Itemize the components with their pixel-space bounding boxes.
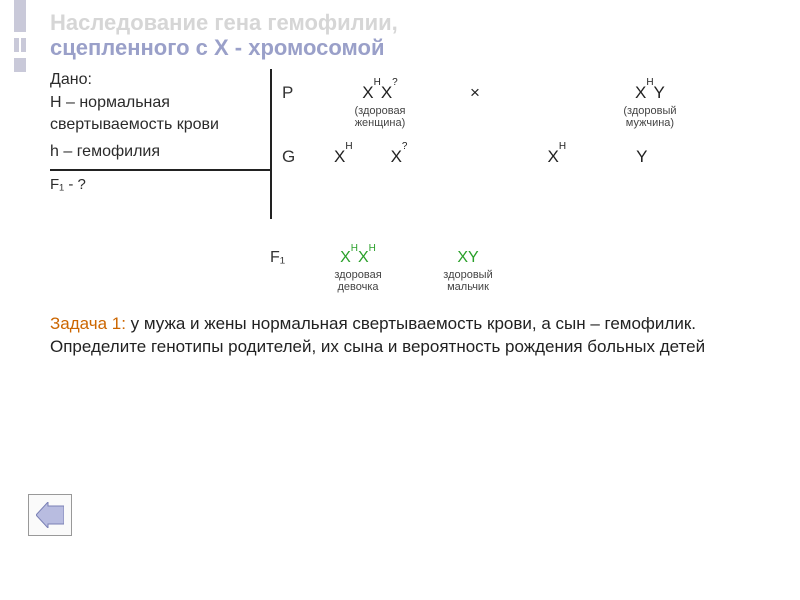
f1-genotype-boy: X Y	[457, 249, 478, 267]
cross-area: P XHX? (здоровая женщина) × XHY (здоровы…	[282, 69, 760, 185]
parental-row: P XHX? (здоровая женщина) × XHY (здоровы…	[282, 83, 760, 129]
g-label: G	[282, 147, 320, 167]
vertical-separator	[270, 69, 272, 219]
title-line2: сцепленного с Х - хромосомой	[50, 35, 385, 60]
task-text: Задача 1: у мужа и жены нормальная сверт…	[50, 313, 730, 359]
given-f1q: F₁ - ?	[50, 175, 270, 195]
task-body: у мужа и жены нормальная свертываемость …	[50, 314, 705, 356]
slide-content: Наследование гена гемофилии, сцепленного…	[0, 0, 800, 379]
f1-label: F₁	[270, 249, 308, 267]
p-label: P	[282, 83, 320, 103]
female-desc: (здоровая женщина)	[330, 105, 430, 129]
gamete-row: G XH X? XH Y	[282, 147, 760, 167]
g-f1: XH	[334, 147, 353, 167]
prev-slide-button[interactable]	[28, 494, 72, 536]
slide-title: Наследование гена гемофилии, сцепленного…	[50, 10, 760, 61]
f1-genotype-girl: XHXH	[340, 249, 376, 267]
given-H: Н – нормальная свертываемость крови	[50, 92, 270, 135]
g-f2: X?	[391, 147, 408, 167]
title-line1: Наследование гена гемофилии,	[50, 10, 398, 35]
f1-row: F₁ XHXH здоровая девочка X Y здоровый ма…	[270, 249, 760, 293]
cross-sign: ×	[470, 83, 480, 103]
given-h: h – гемофилия	[50, 141, 270, 163]
f1-boy-desc: здоровый мальчик	[428, 269, 508, 293]
female-genotype: XHX?	[362, 83, 397, 103]
arrow-left-icon	[36, 502, 64, 528]
given-block: Дано: Н – нормальная свертываемость кров…	[50, 69, 270, 196]
male-genotype: XHY	[635, 83, 665, 103]
slide-decoration	[14, 0, 26, 72]
male-desc: (здоровый мужчина)	[600, 105, 700, 129]
task-prefix: Задача 1:	[50, 314, 126, 333]
given-separator	[50, 169, 270, 171]
f1-girl-desc: здоровая девочка	[318, 269, 398, 293]
g-m2: Y	[636, 147, 647, 167]
given-dano: Дано:	[50, 69, 270, 91]
g-m1: XH	[547, 147, 566, 167]
